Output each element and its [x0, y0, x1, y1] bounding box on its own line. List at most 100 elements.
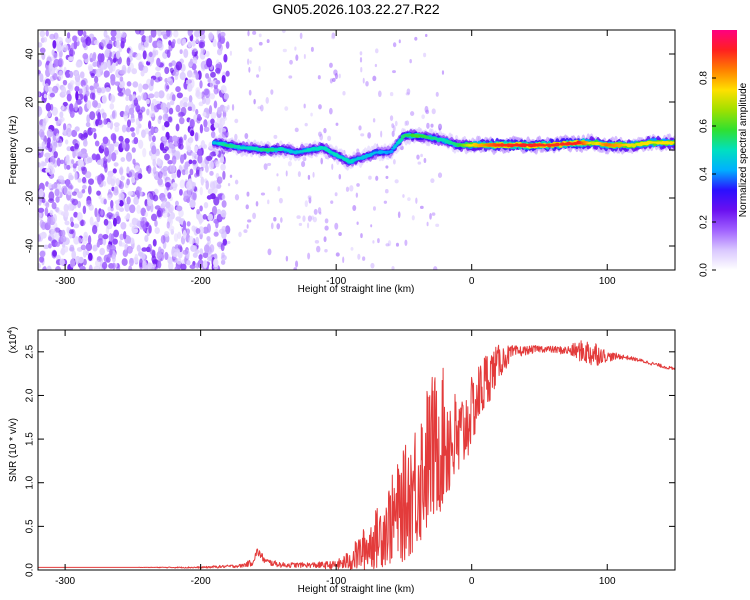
- noise-blob: [103, 118, 107, 125]
- noise-blob: [74, 143, 79, 150]
- noise-blob: [38, 59, 42, 67]
- noise-blob: [398, 39, 401, 44]
- noise-blob: [195, 236, 200, 246]
- noise-blob: [102, 237, 107, 246]
- noise-blob: [175, 248, 181, 254]
- noise-blob: [213, 231, 219, 237]
- noise-blob: [75, 90, 79, 101]
- noise-blob: [224, 225, 231, 235]
- noise-blob: [119, 69, 126, 75]
- noise-blob: [55, 133, 60, 142]
- noise-blob: [260, 104, 264, 112]
- noise-blob: [63, 123, 67, 131]
- noise-blob: [192, 159, 197, 165]
- noise-blob: [208, 105, 213, 115]
- noise-blob: [229, 174, 233, 178]
- noise-blob: [91, 224, 98, 235]
- noise-blob: [119, 233, 125, 241]
- noise-blob: [284, 106, 289, 111]
- noise-blob: [68, 204, 75, 210]
- noise-blob: [58, 70, 64, 81]
- x-tick-label: 100: [599, 576, 616, 587]
- noise-blob: [88, 65, 94, 72]
- noise-blob: [221, 200, 227, 208]
- noise-blob: [126, 235, 132, 244]
- noise-blob: [221, 74, 226, 84]
- noise-blob: [46, 141, 51, 149]
- noise-blob: [335, 122, 339, 126]
- noise-blob: [86, 100, 92, 110]
- noise-blob: [431, 212, 436, 216]
- noise-blob: [188, 159, 193, 165]
- noise-blob: [144, 128, 149, 135]
- noise-blob: [312, 216, 318, 223]
- noise-blob: [160, 197, 168, 203]
- noise-blob: [149, 190, 156, 200]
- noise-blob: [362, 256, 366, 261]
- noise-blob: [426, 122, 430, 129]
- noise-blob: [121, 31, 127, 38]
- noise-blob: [97, 53, 103, 63]
- noise-blob: [288, 75, 293, 79]
- noise-blob: [45, 30, 49, 37]
- noise-blob: [98, 65, 103, 73]
- noise-blob: [190, 73, 197, 78]
- noise-blob: [187, 41, 192, 48]
- noise-blob: [168, 40, 172, 46]
- noise-blob: [278, 197, 283, 204]
- noise-blob: [372, 206, 376, 211]
- noise-blob: [110, 73, 116, 82]
- noise-blob: [188, 95, 193, 103]
- noise-blob: [394, 120, 398, 127]
- noise-blob: [142, 262, 149, 270]
- y-tick-label: 20: [25, 96, 36, 108]
- noise-blob: [150, 78, 154, 87]
- noise-blob: [187, 30, 193, 37]
- noise-blob: [69, 244, 75, 252]
- noise-blob: [89, 111, 96, 121]
- noise-blob: [174, 150, 181, 161]
- noise-blob: [55, 196, 60, 203]
- noise-blob: [215, 183, 222, 189]
- noise-blob: [137, 251, 144, 257]
- noise-blob: [119, 76, 124, 82]
- noise-blob: [137, 95, 142, 101]
- noise-blob: [218, 228, 226, 235]
- noise-blob: [111, 152, 117, 162]
- noise-blob: [168, 225, 175, 232]
- noise-blob: [368, 175, 372, 180]
- noise-blob: [171, 145, 176, 154]
- noise-blob: [182, 96, 189, 103]
- noise-blob: [395, 242, 399, 247]
- noise-blob: [39, 250, 46, 258]
- noise-blob: [102, 233, 109, 240]
- noise-blob: [157, 171, 163, 179]
- noise-blob: [66, 164, 71, 170]
- noise-blob: [164, 66, 170, 75]
- noise-blob: [79, 265, 86, 270]
- noise-blob: [152, 50, 157, 58]
- noise-blob: [115, 178, 120, 186]
- noise-blob: [152, 238, 157, 247]
- noise-blob: [38, 212, 42, 219]
- noise-blob: [370, 224, 373, 228]
- noise-blob: [299, 32, 303, 40]
- noise-blob: [157, 30, 162, 37]
- noise-blob: [338, 232, 342, 236]
- noise-blob: [48, 165, 54, 175]
- snr-panel: -300 -200 -100 0 100 0.0 0.5 1.0 1.5 2.0 2.5 Heig…: [7, 327, 676, 595]
- noise-blob: [205, 72, 210, 79]
- noise-blob: [168, 141, 173, 149]
- noise-blob: [174, 265, 181, 270]
- noise-blob: [441, 70, 445, 75]
- noise-blob: [169, 164, 176, 173]
- noise-blob: [360, 133, 365, 137]
- noise-blob: [55, 266, 61, 270]
- noise-blob: [152, 259, 158, 265]
- noise-blob: [285, 255, 289, 262]
- noise-blob: [84, 152, 88, 159]
- noise-blob: [41, 51, 46, 61]
- noise-blob: [197, 259, 204, 269]
- noise-blob: [118, 192, 125, 200]
- noise-blob: [402, 194, 405, 198]
